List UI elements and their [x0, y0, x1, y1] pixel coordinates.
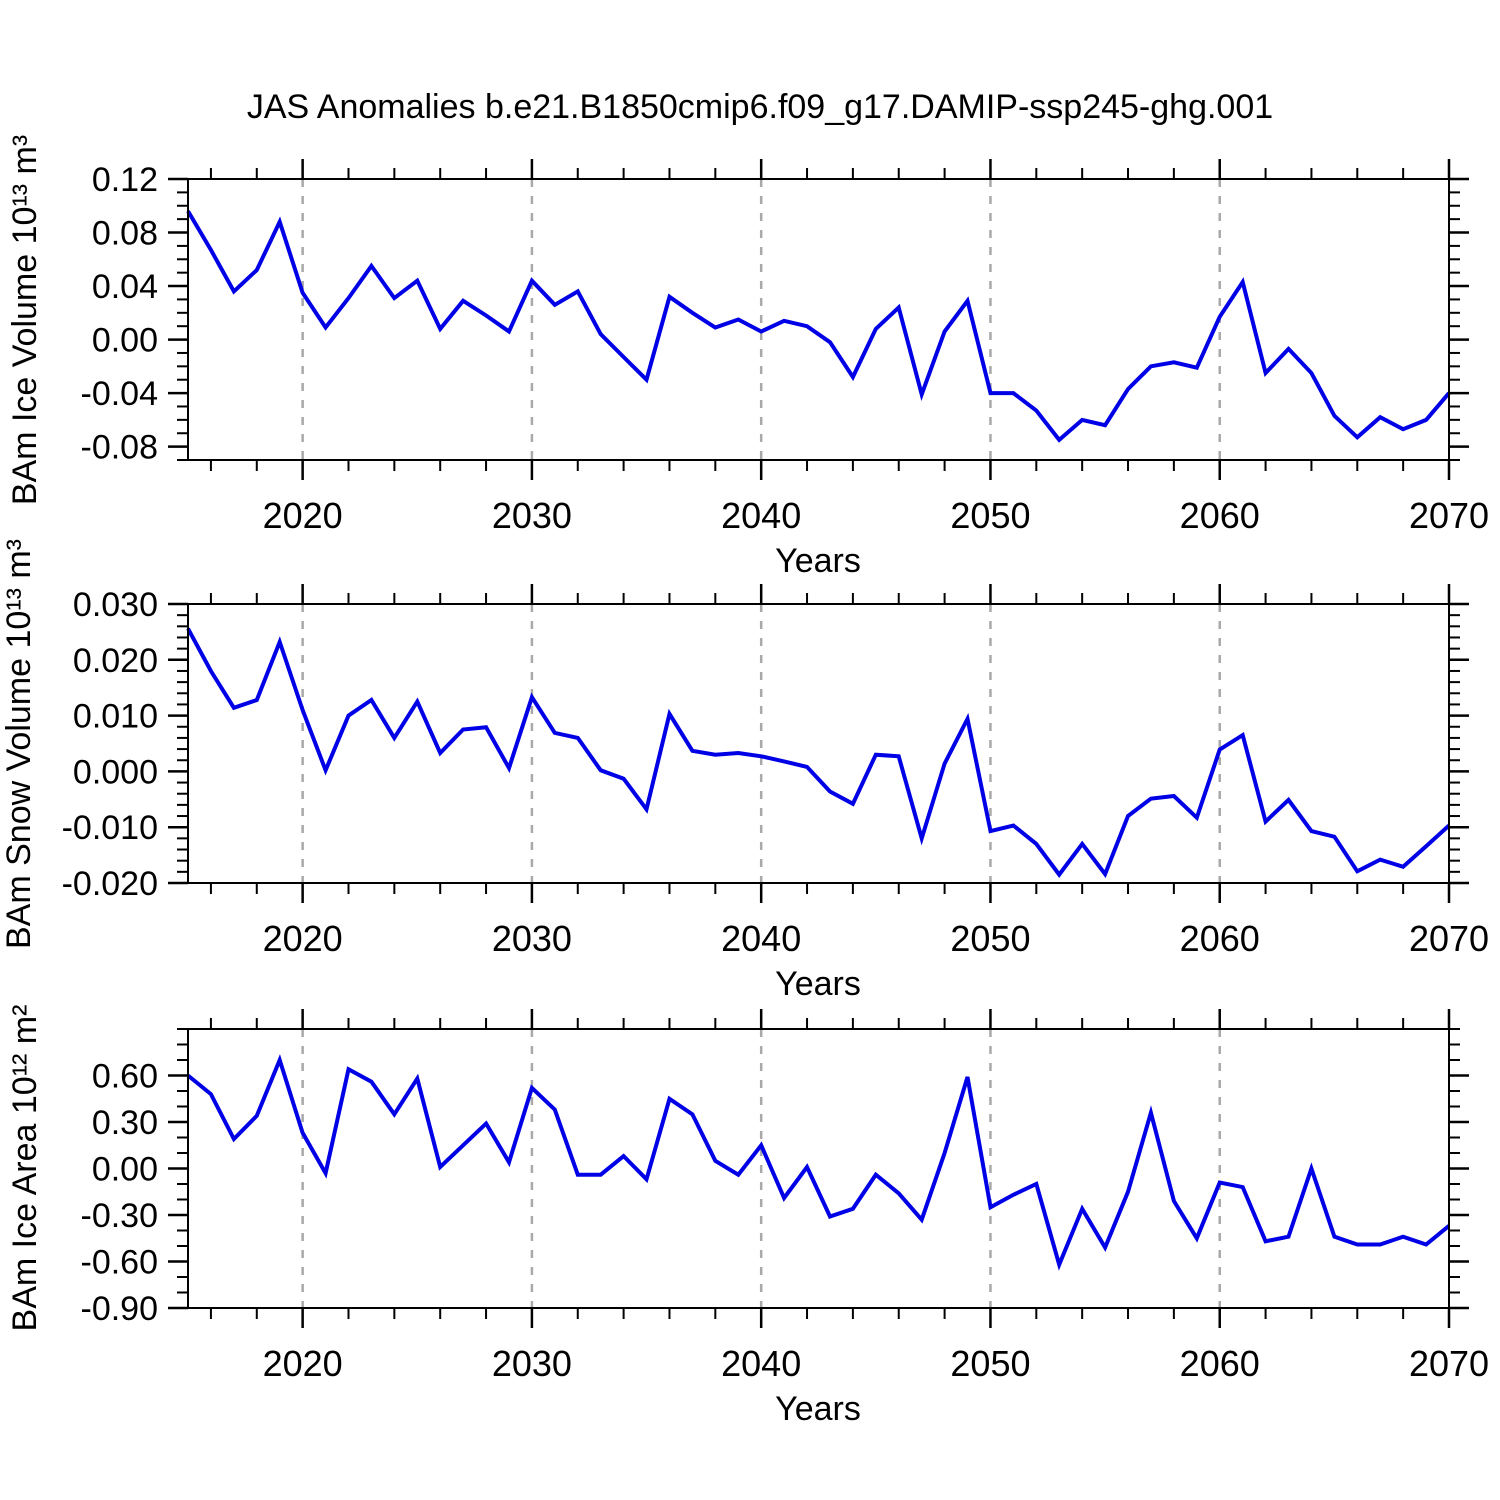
- y-tick-label: -0.010: [62, 809, 158, 847]
- y-tick-label: 0.00: [92, 1151, 158, 1189]
- y-axis-title-snow-volume: BAm Snow Volume 10¹³ m³: [0, 539, 38, 949]
- x-tick-label: 2020: [263, 1343, 343, 1384]
- x-tick-label: 2030: [492, 495, 572, 536]
- y-tick-label: 0.30: [92, 1104, 158, 1142]
- x-tick-label: 2040: [721, 918, 801, 959]
- y-tick-label: 0.010: [73, 698, 158, 736]
- panel-ice-area: 2020 2030 2040 2050 2060 2070 0.60 0.30 0.00 -0.3…: [81, 1009, 1489, 1384]
- x-axis-title-1: Years: [775, 542, 861, 580]
- x-tick-label: 2030: [492, 918, 572, 959]
- x-axis-title-3: Years: [775, 1390, 861, 1428]
- plot-box: [187, 1028, 1450, 1309]
- x-tick-label: 2060: [1180, 918, 1260, 959]
- series-line: [186, 1054, 1451, 1271]
- panel-snow-volume: 2020 2030 2040 2050 2060 2070 0.030 0.020 0.010 0…: [62, 584, 1489, 959]
- y-axis-title-ice-area: BAm Ice Area 10¹² m²: [6, 1005, 44, 1332]
- y-tick-label: -0.020: [62, 865, 158, 903]
- x-tick-label: 2070: [1409, 1343, 1489, 1384]
- y-tick-label: -0.90: [81, 1290, 159, 1328]
- panel-ice-volume: 2020 2030 2040 2050 2060 2070 0.12 0.08 0.04 0.00…: [81, 159, 1489, 536]
- y-tick-label: 0.08: [92, 215, 158, 253]
- y-tick-label: 0.030: [73, 586, 158, 624]
- x-tick-label: 2030: [492, 1343, 572, 1384]
- x-tick-label: 2020: [263, 495, 343, 536]
- plot-box: [187, 178, 1450, 461]
- x-tick-label: 2020: [263, 918, 343, 959]
- y-tick-label: 0.020: [73, 642, 158, 680]
- series-line: [186, 210, 1451, 443]
- x-tick-label: 2050: [950, 918, 1030, 959]
- x-tick-label: 2040: [721, 495, 801, 536]
- plot-box: [187, 603, 1450, 884]
- x-axis-title-2: Years: [775, 965, 861, 1003]
- y-tick-label: 0.12: [92, 161, 158, 199]
- y-axis-title-ice-volume: BAm Ice Volume 10¹³ m³: [6, 135, 44, 505]
- y-tick-label: 0.04: [92, 268, 158, 306]
- x-tick-label: 2040: [721, 1343, 801, 1384]
- y-tick-label: -0.30: [81, 1197, 159, 1235]
- y-tick-label: -0.08: [81, 429, 159, 467]
- x-tick-label: 2070: [1409, 495, 1489, 536]
- x-tick-label: 2070: [1409, 918, 1489, 959]
- y-tick-label: 0.60: [92, 1058, 158, 1096]
- x-tick-label: 2050: [950, 495, 1030, 536]
- x-tick-label: 2050: [950, 1343, 1030, 1384]
- series-line: [186, 627, 1451, 879]
- y-tick-label: 0.00: [92, 322, 158, 360]
- x-tick-label: 2060: [1180, 495, 1260, 536]
- chart-title: JAS Anomalies b.e21.B1850cmip6.f09_g17.D…: [247, 88, 1273, 126]
- x-tick-label: 2060: [1180, 1343, 1260, 1384]
- y-tick-label: -0.04: [81, 375, 159, 413]
- y-tick-label: -0.60: [81, 1244, 159, 1282]
- y-tick-label: 0.000: [73, 753, 158, 791]
